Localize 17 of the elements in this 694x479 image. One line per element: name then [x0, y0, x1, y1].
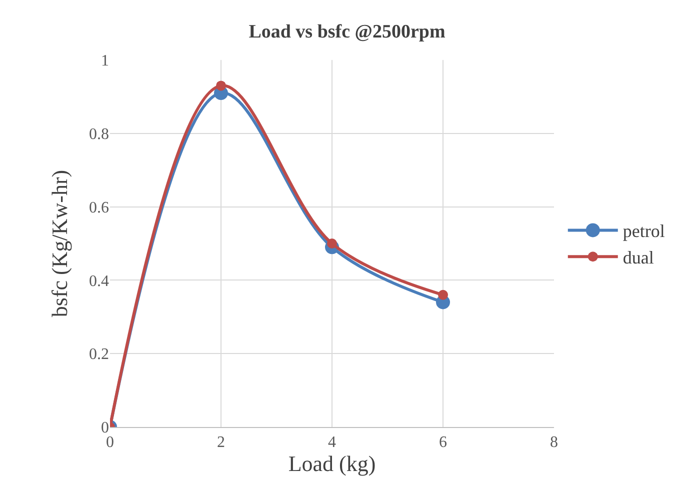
- x-tick-label: 2: [217, 434, 225, 452]
- y-tick-label: 0.8: [89, 126, 109, 143]
- x-tick-label: 6: [439, 434, 447, 452]
- y-tick-label: 0.6: [89, 199, 109, 216]
- point: [438, 290, 448, 300]
- y-tick-label: 0.2: [89, 346, 109, 364]
- x-tick-label: 8: [550, 434, 558, 452]
- y-tick-label: 0: [101, 420, 109, 437]
- chart-title: Load vs bsfc @2500rpm: [248, 21, 446, 42]
- point: [216, 80, 226, 91]
- y-tick-label: 0.4: [89, 272, 109, 290]
- x-tick-label: 4: [328, 434, 336, 452]
- legend-label: dual: [622, 248, 654, 268]
- y-axis-title: bsfc (Kg/Kw-hr): [46, 170, 72, 318]
- y-tick-label: 1: [101, 52, 109, 70]
- legend-label: petrol: [622, 221, 665, 242]
- x-axis-title: Load (kg): [288, 451, 376, 476]
